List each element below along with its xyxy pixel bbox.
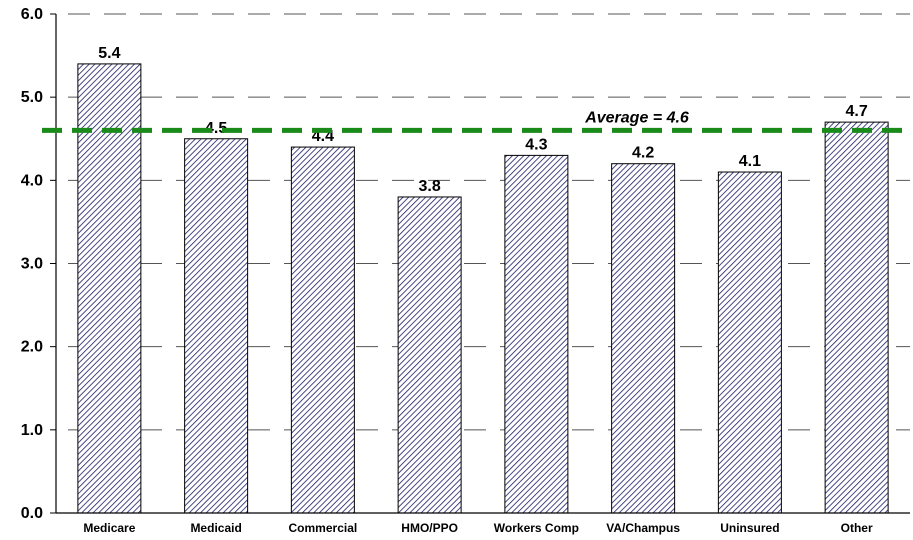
bar-hmo-ppo — [397, 196, 462, 514]
bar-medicare — [77, 63, 142, 514]
bar-workers-comp — [504, 154, 569, 514]
bar-medicaid — [184, 138, 249, 514]
y-tick-label: 2.0 — [21, 339, 43, 356]
x-tick-label: HMO/PPO — [401, 521, 458, 535]
x-tick-label: Medicare — [83, 521, 135, 535]
x-tick-label: Other — [841, 521, 873, 535]
y-tick-label: 4.0 — [21, 172, 43, 189]
data-label: 3.8 — [419, 178, 441, 195]
x-tick-label: Uninsured — [720, 521, 779, 535]
y-axis: 0.0 1.0 2.0 3.0 4.0 5.0 6.0 — [21, 6, 57, 522]
average-label: Average = 4.6 — [584, 109, 689, 126]
data-label: 5.4 — [98, 45, 120, 62]
data-label: 4.7 — [846, 103, 868, 120]
x-axis: Medicare Medicaid Commercial HMO/PPO Workers… — [56, 512, 910, 535]
bar-commercial — [290, 146, 355, 514]
bar-other — [824, 121, 889, 514]
bar-uninsured — [717, 171, 782, 514]
y-tick-label: 6.0 — [21, 6, 43, 23]
x-tick-label: Commercial — [289, 521, 358, 535]
data-label: 4.1 — [739, 153, 761, 170]
data-label: 4.2 — [632, 145, 654, 162]
y-tick-label: 0.0 — [21, 505, 43, 522]
data-label: 4.3 — [525, 136, 547, 153]
x-tick-label: Medicaid — [190, 521, 241, 535]
y-tick-label: 5.0 — [21, 89, 43, 106]
bars: 5.44.5 4.43.84.3 4.2 4.14.7 — [77, 45, 889, 514]
bar-va-champus — [611, 163, 676, 514]
y-tick-label: 3.0 — [21, 256, 43, 273]
x-tick-label: VA/Champus — [606, 521, 680, 535]
y-tick-label: 1.0 — [21, 422, 43, 439]
x-tick-label: Workers Comp — [494, 521, 579, 535]
average-line-group: Average = 4.6 — [42, 109, 912, 133]
